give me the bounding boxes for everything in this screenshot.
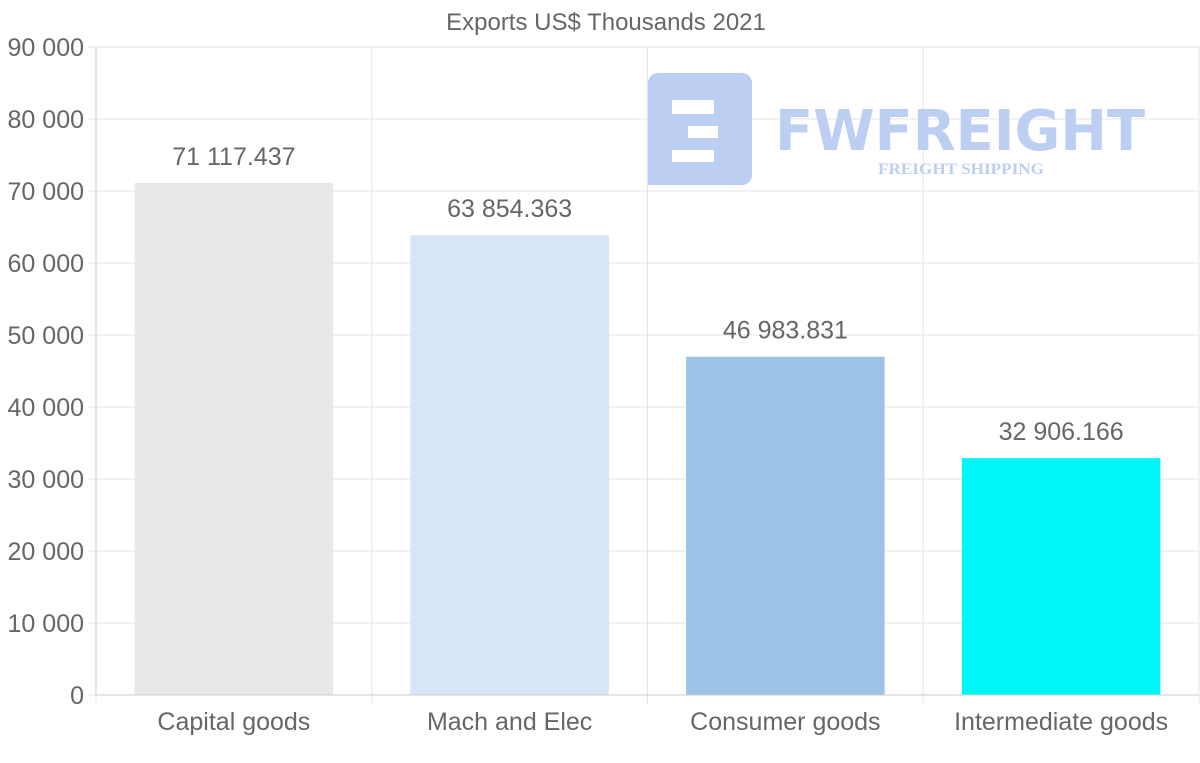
y-tick-label: 20 000: [8, 538, 84, 566]
y-tick-label: 30 000: [8, 466, 84, 494]
bar-value-label: 46 983.831: [723, 317, 848, 345]
y-axis-ticks: 0 10 000 20 000 30 000 40 000 50 000 60 000 70 …: [8, 34, 84, 710]
bar-value-label: 63 854.363: [447, 195, 572, 223]
bar: [961, 458, 1161, 695]
y-tick-label: 10 000: [8, 610, 84, 638]
x-tick-label: Capital goods: [157, 708, 310, 736]
y-tick-label: 50 000: [8, 322, 84, 350]
bar: [410, 235, 609, 695]
y-tick-label: 80 000: [8, 106, 84, 134]
y-tick-label: 70 000: [8, 178, 84, 206]
x-tick-label: Intermediate goods: [954, 708, 1168, 736]
x-tick-label: Consumer goods: [690, 708, 880, 736]
bar: [134, 182, 334, 695]
bars: [134, 182, 1161, 695]
chart-title: Exports US$ Thousands 2021: [446, 9, 766, 36]
y-tick-label: 60 000: [8, 250, 84, 278]
watermark-brand: FWFREIGHT: [775, 99, 1145, 164]
y-tick-label: 90 000: [8, 34, 84, 62]
fwfreight-logo-mark-icon: [648, 73, 752, 185]
x-axis-ticks: Capital goods Mach and Elec Consumer goods…: [157, 708, 1168, 736]
y-tick-label: 0: [70, 682, 84, 710]
fwfreight-watermark-logo: FWFREIGHT FREIGHT SHIPPING: [648, 73, 1145, 185]
watermark-tagline: FREIGHT SHIPPING: [878, 161, 1045, 178]
data-labels: 71 117.437 63 854.363 46 983.831 32 906.166: [172, 143, 1123, 446]
bar-value-label: 32 906.166: [999, 418, 1124, 446]
bar: [686, 356, 885, 695]
bar-value-label: 71 117.437: [172, 143, 295, 171]
y-tick-label: 40 000: [8, 394, 84, 422]
x-tick-label: Mach and Elec: [427, 708, 592, 736]
